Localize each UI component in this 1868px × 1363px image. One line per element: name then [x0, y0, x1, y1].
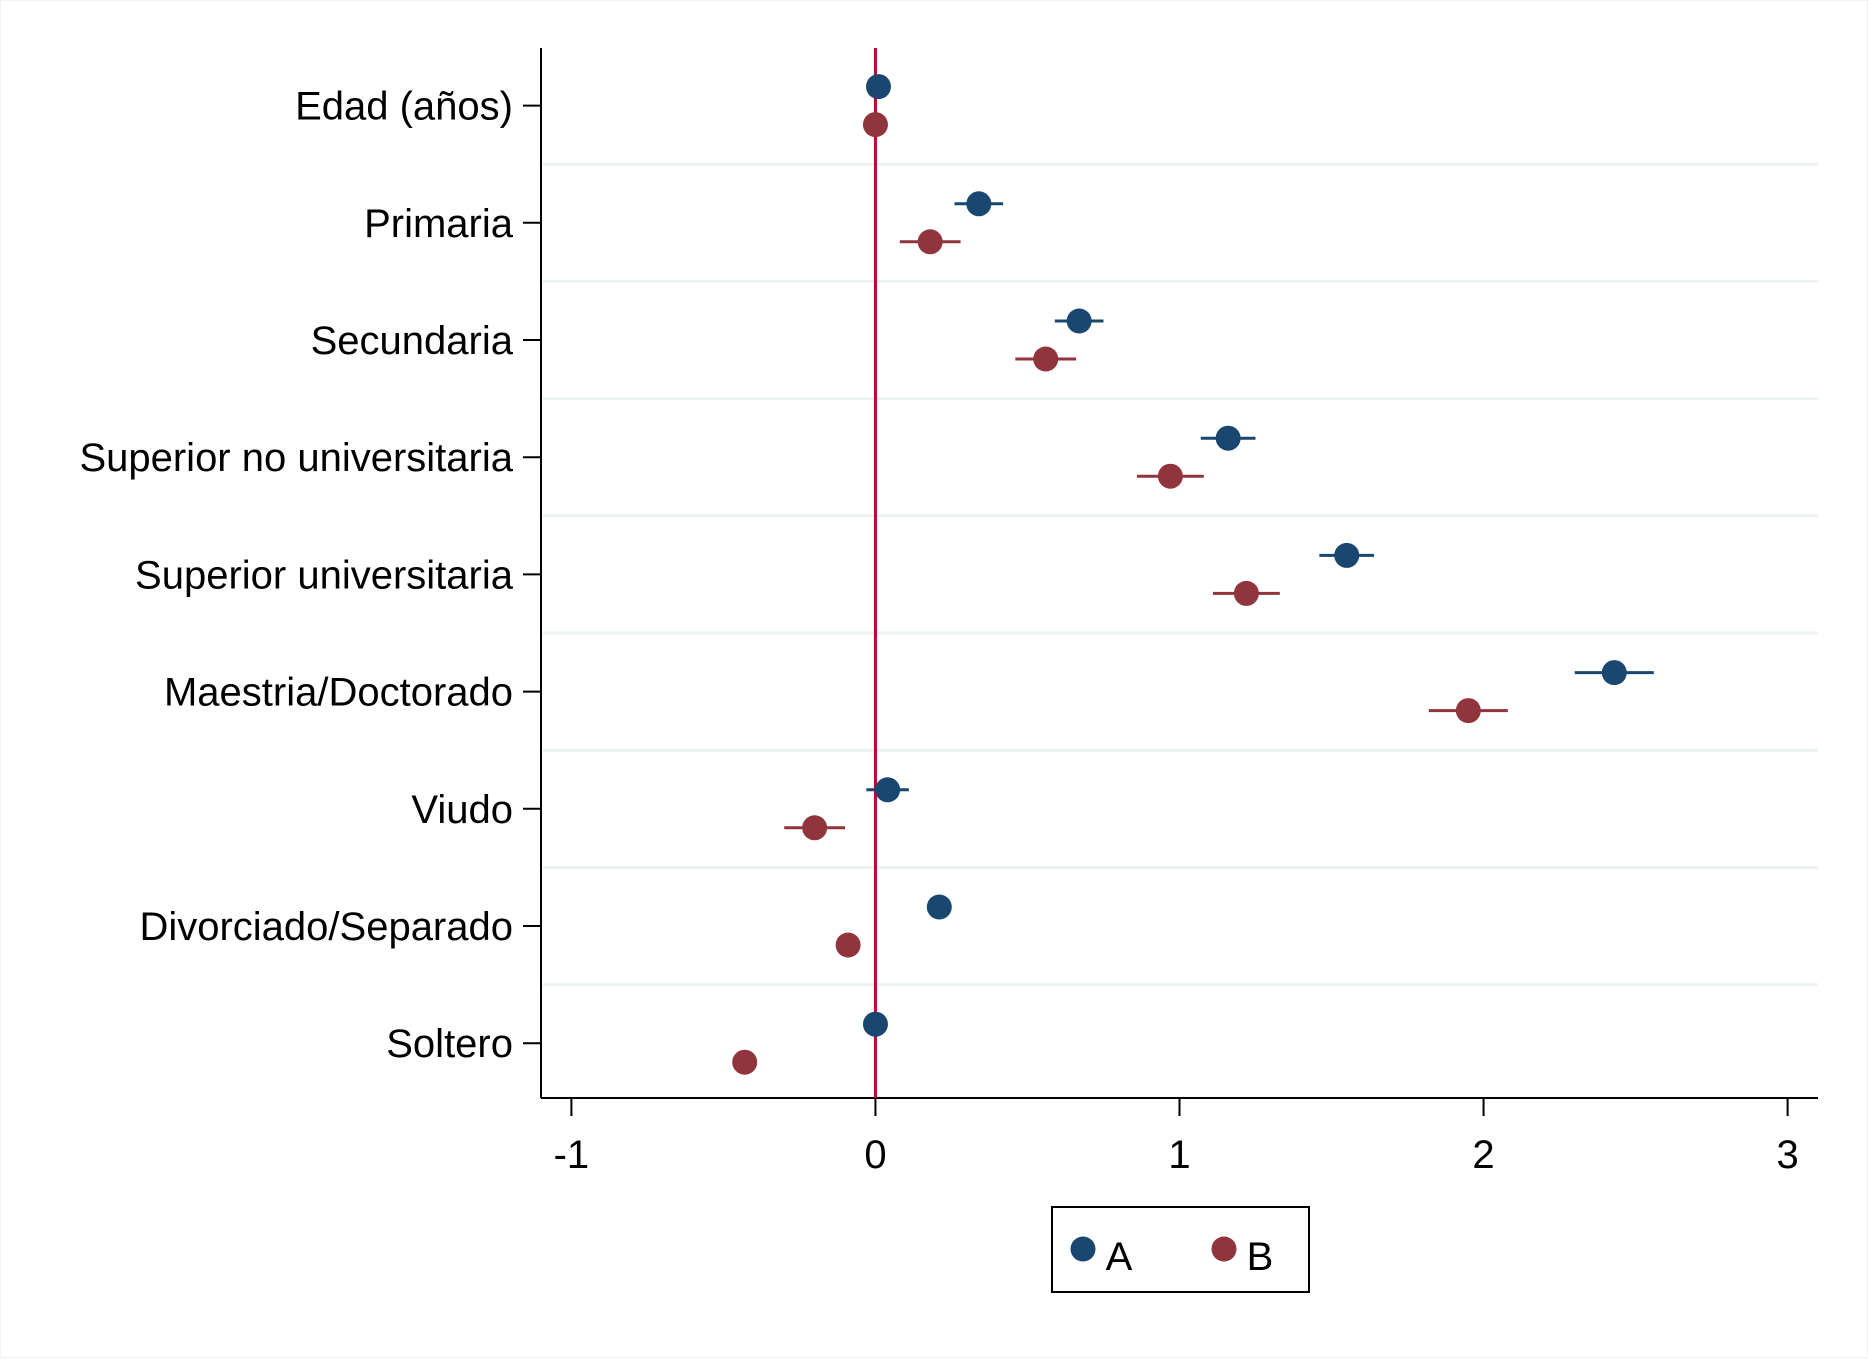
- y-tick-label: Superior no universitaria: [79, 436, 513, 480]
- y-tick-label: Primaria: [364, 202, 514, 246]
- point-b: [862, 112, 888, 138]
- point-b: [1157, 463, 1183, 489]
- point-a: [926, 894, 952, 920]
- y-tick-label: Secundaria: [311, 319, 514, 363]
- legend-marker-b: [1211, 1236, 1237, 1262]
- point-a: [1334, 542, 1360, 568]
- data-marks: [732, 74, 1654, 1075]
- axes: Edad (años) Primaria Secundaria Superior no…: [79, 48, 1818, 1177]
- point-b: [1233, 580, 1259, 606]
- legend-marker-a: [1070, 1236, 1096, 1262]
- point-a: [875, 777, 901, 803]
- y-tick-label: Viudo: [411, 788, 513, 832]
- point-a: [966, 191, 992, 217]
- y-tick-label: Maestria/Doctorado: [164, 671, 513, 715]
- point-b: [1455, 698, 1481, 724]
- point-a: [865, 74, 891, 100]
- x-tick-label: -1: [554, 1133, 590, 1177]
- x-tick-label: 2: [1472, 1133, 1494, 1177]
- y-tick-label: Soltero: [386, 1022, 513, 1066]
- x-tick-label: 0: [864, 1133, 886, 1177]
- point-a: [1066, 308, 1092, 334]
- y-tick-label: Divorciado/Separado: [139, 905, 513, 949]
- grid-lines: [543, 162, 1818, 987]
- legend-label-a: A: [1106, 1235, 1133, 1279]
- point-b: [732, 1049, 758, 1075]
- point-a: [862, 1011, 888, 1037]
- y-tick-label: Superior universitaria: [135, 553, 514, 597]
- legend-label-b: B: [1247, 1235, 1274, 1279]
- point-b: [802, 815, 828, 841]
- point-b: [1033, 346, 1059, 372]
- y-tick-label: Edad (años): [295, 85, 513, 129]
- point-a: [1215, 425, 1241, 451]
- point-a: [1601, 660, 1627, 686]
- x-tick-label: 3: [1776, 1133, 1798, 1177]
- point-b: [917, 229, 943, 255]
- x-tick-label: 1: [1168, 1133, 1190, 1177]
- point-b: [835, 932, 861, 958]
